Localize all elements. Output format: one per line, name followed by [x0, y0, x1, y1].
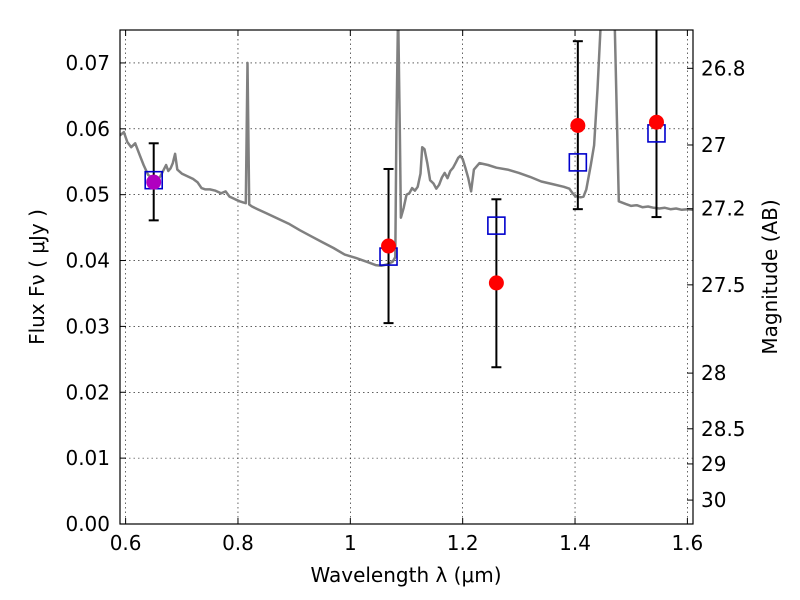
y2-tick-label-5: 28.5: [701, 417, 746, 441]
spectrum-line: [120, 30, 693, 268]
y2-tick-label-6: 29: [701, 452, 726, 476]
y2-tick-label-0: 26.8: [701, 56, 746, 80]
y-tick-label-5: 0.05: [65, 183, 110, 207]
y2-tick-label-3: 27.5: [701, 273, 746, 297]
plot-background: [120, 30, 693, 524]
observed-point-1: [381, 238, 397, 254]
y2-tick-label-1: 27: [701, 133, 726, 157]
x-tick-label-4: 1.4: [559, 531, 591, 555]
y2-tick-label-2: 27.2: [701, 197, 746, 221]
axis-ticks: [120, 30, 693, 525]
y-tick-labels: 0.00 0.01 0.02 0.03 0.04 0.05 0.06 0.07: [65, 51, 110, 536]
y2-axis-label: Magnitude (AB): [758, 199, 782, 354]
x-tick-label-2: 1: [344, 531, 357, 555]
observed-point-0: [146, 174, 162, 190]
model-square-2: [487, 216, 506, 235]
y-tick-label-2: 0.02: [65, 380, 110, 404]
observed-point-4: [648, 114, 664, 130]
observed-point-3: [570, 118, 586, 134]
x-axis-label: Wavelength λ (μm): [310, 563, 501, 587]
x-tick-label-3: 1.2: [447, 531, 479, 555]
y-tick-label-0: 0.00: [65, 512, 110, 536]
y-axis-label: Flux Fν ( μJy ): [25, 209, 49, 345]
y-tick-label-3: 0.03: [65, 314, 110, 338]
observed-point-2: [488, 275, 504, 291]
spectrum-layer: [120, 30, 693, 268]
y-tick-label-6: 0.06: [65, 117, 110, 141]
plot-frame: [119, 29, 694, 525]
y2-tick-label-7: 30: [701, 488, 726, 512]
model-square-3: [568, 153, 588, 172]
y-tick-label-1: 0.01: [65, 446, 110, 470]
y2-tick-label-4: 28: [701, 361, 726, 385]
x-tick-labels: 0.6 0.8 1 1.2 1.4 1.6: [110, 531, 704, 555]
x-tick-label-0: 0.6: [110, 531, 142, 555]
x-tick-label-1: 0.8: [222, 531, 254, 555]
x-tick-label-5: 1.6: [671, 531, 703, 555]
observed-layer: [146, 114, 664, 291]
y2-tick-labels: 26.8 27 27.2 27.5 28 28.5 29 30: [701, 56, 746, 512]
y-tick-label-4: 0.04: [65, 249, 110, 273]
y-tick-label-7: 0.07: [65, 51, 110, 75]
